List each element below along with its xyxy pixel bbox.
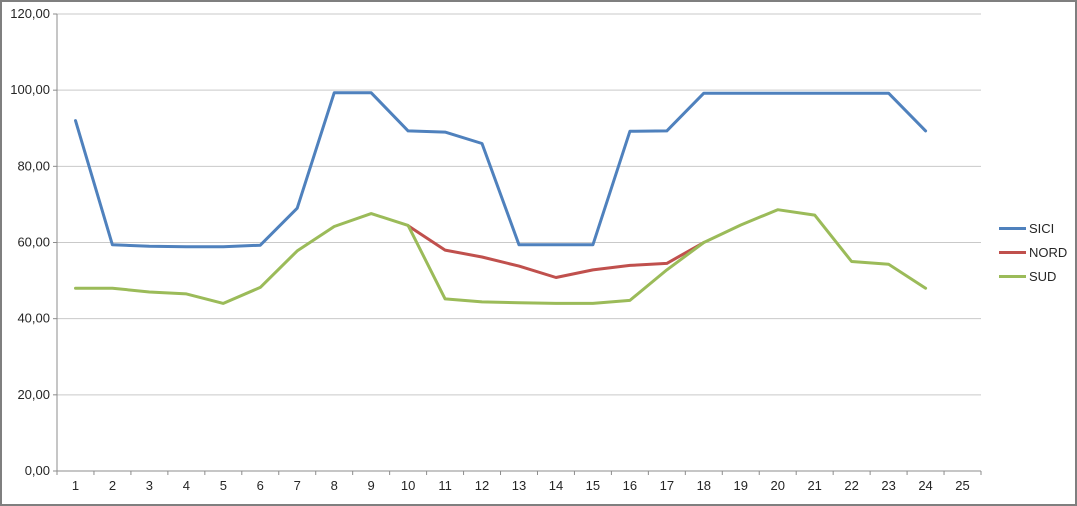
x-axis-tick-label: 3 <box>146 478 153 493</box>
x-axis-tick-label: 12 <box>475 478 489 493</box>
legend-swatch-sud <box>999 275 1026 278</box>
x-axis-tick-label: 2 <box>109 478 116 493</box>
x-axis-tick-label: 8 <box>331 478 338 493</box>
x-axis-tick-label: 25 <box>955 478 969 493</box>
plot-area: 0,0020,0040,0060,0080,00100,00120,001234… <box>2 2 1075 506</box>
x-axis-tick-label: 13 <box>512 478 526 493</box>
legend-label-sud: SUD <box>1029 269 1056 284</box>
x-axis-tick-label: 23 <box>881 478 895 493</box>
x-axis-tick-label: 19 <box>734 478 748 493</box>
legend-label-nord: NORD <box>1029 245 1067 260</box>
legend-label-sici: SICI <box>1029 221 1054 236</box>
y-axis-tick-label: 100,00 <box>10 82 50 97</box>
x-axis-tick-label: 11 <box>438 478 452 493</box>
x-axis-tick-label: 9 <box>368 478 375 493</box>
y-axis-tick-label: 120,00 <box>10 6 50 21</box>
x-axis-tick-label: 17 <box>660 478 674 493</box>
x-axis-tick-label: 21 <box>807 478 821 493</box>
series-line-sici <box>76 93 926 247</box>
x-axis-tick-label: 15 <box>586 478 600 493</box>
series-line-sud <box>76 210 926 304</box>
y-axis-tick-label: 40,00 <box>17 311 50 326</box>
legend: SICI NORD SUD <box>999 221 1067 284</box>
x-axis-tick-label: 16 <box>623 478 637 493</box>
legend-item-nord[interactable]: NORD <box>999 245 1067 260</box>
legend-swatch-nord <box>999 251 1026 254</box>
x-axis-tick-label: 22 <box>844 478 858 493</box>
legend-item-sud[interactable]: SUD <box>999 269 1067 284</box>
x-axis-tick-label: 18 <box>697 478 711 493</box>
chart-container: 0,0020,0040,0060,0080,00100,00120,001234… <box>0 0 1077 506</box>
y-axis-tick-label: 80,00 <box>17 158 50 173</box>
x-axis-tick-label: 24 <box>918 478 932 493</box>
y-axis-tick-label: 60,00 <box>17 235 50 250</box>
series-line-nord <box>408 226 704 278</box>
legend-swatch-sici <box>999 227 1026 230</box>
y-axis-tick-label: 20,00 <box>17 387 50 402</box>
x-axis-tick-label: 1 <box>72 478 79 493</box>
x-axis-tick-label: 4 <box>183 478 190 493</box>
x-axis-tick-label: 10 <box>401 478 415 493</box>
x-axis-tick-label: 14 <box>549 478 563 493</box>
y-axis-tick-label: 0,00 <box>25 463 50 478</box>
x-axis-tick-label: 6 <box>257 478 264 493</box>
legend-item-sici[interactable]: SICI <box>999 221 1067 236</box>
x-axis-tick-label: 5 <box>220 478 227 493</box>
x-axis-tick-label: 7 <box>294 478 301 493</box>
chart-svg: 0,0020,0040,0060,0080,00100,00120,001234… <box>2 2 1075 504</box>
x-axis-tick-label: 20 <box>770 478 784 493</box>
